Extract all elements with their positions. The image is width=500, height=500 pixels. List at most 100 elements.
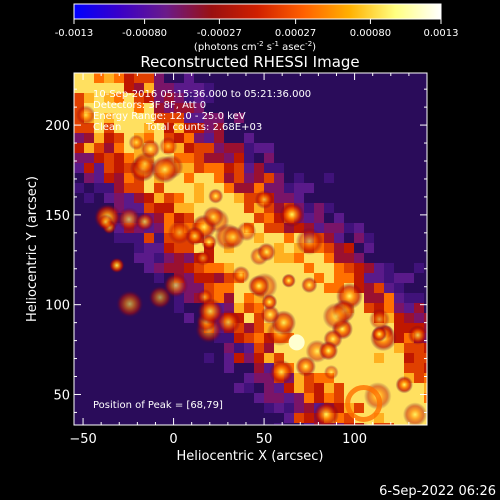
heatmap-cell [154, 353, 164, 363]
heatmap-cell [134, 113, 144, 123]
heatmap-cell [324, 93, 334, 103]
heatmap-cell [414, 83, 424, 93]
heatmap-cell [134, 313, 144, 323]
heatmap-cell [164, 353, 174, 363]
heatmap-cell [404, 263, 414, 273]
heatmap-cell [264, 393, 274, 403]
heatmap-ring [345, 384, 383, 422]
heatmap-cell [214, 163, 224, 173]
heatmap-cell [114, 273, 124, 283]
heatmap-cell [144, 303, 154, 313]
heatmap-cell [174, 193, 184, 203]
heatmap-source-blob [116, 290, 144, 318]
heatmap-cell [254, 403, 264, 413]
heatmap-cell [304, 373, 314, 383]
heatmap-cell [84, 83, 94, 93]
heatmap-cell [384, 93, 394, 103]
heatmap-cell [214, 253, 224, 263]
heatmap-cell [334, 133, 344, 143]
heatmap-cell [404, 323, 414, 333]
heatmap-cell [224, 293, 234, 303]
heatmap-cell [94, 363, 104, 373]
heatmap-cell [144, 133, 154, 143]
heatmap-cell [394, 113, 404, 123]
heatmap-cell [244, 333, 254, 343]
heatmap-cell [224, 393, 234, 403]
heatmap-cell [314, 383, 324, 393]
heatmap-cell [304, 303, 314, 313]
heatmap-cell [314, 123, 324, 133]
heatmap-cell [294, 183, 304, 193]
heatmap-cell [284, 103, 294, 113]
heatmap-cell [84, 293, 94, 303]
heatmap-cell [74, 223, 84, 233]
heatmap-cell [74, 123, 84, 133]
heatmap-cell [254, 313, 264, 323]
heatmap-cell [234, 373, 244, 383]
heatmap-cell [264, 73, 274, 83]
colorbar-tick-label: -0.0013 [55, 28, 94, 39]
heatmap-cell [74, 323, 84, 333]
heatmap-cell [364, 163, 374, 173]
heatmap-cell [334, 223, 344, 233]
heatmap-cell [234, 253, 244, 263]
heatmap-cell [414, 153, 424, 163]
heatmap-cell [394, 93, 404, 103]
heatmap-cell [104, 253, 114, 263]
heatmap-cell [354, 373, 364, 383]
heatmap-cell [134, 103, 144, 113]
heatmap-cell [174, 343, 184, 353]
heatmap-cell [94, 303, 104, 313]
heatmap-cell [164, 113, 174, 123]
heatmap-cell [284, 143, 294, 153]
heatmap-cell [364, 103, 374, 113]
heatmap-cell [394, 323, 404, 333]
heatmap-cell [414, 313, 424, 323]
heatmap-cell [384, 203, 394, 213]
heatmap-cell [244, 323, 254, 333]
heatmap-cell [254, 73, 264, 83]
heatmap-cell [214, 293, 224, 303]
heatmap-cell [354, 113, 364, 123]
heatmap-cell [254, 103, 264, 113]
heatmap-cell [134, 203, 144, 213]
heatmap-cell [424, 263, 427, 273]
heatmap-cell [284, 343, 294, 353]
heatmap-cell [404, 143, 414, 153]
heatmap-cell [154, 113, 164, 123]
heatmap-cell [74, 413, 84, 423]
heatmap-cell [394, 83, 404, 93]
heatmap-cell [284, 293, 294, 303]
heatmap-cell [194, 143, 204, 153]
annotation-detectors: Detectors: 3F 8F, Att 0 [93, 100, 206, 111]
heatmap-cell [374, 163, 384, 173]
heatmap-cell [104, 263, 114, 273]
heatmap-cell [344, 143, 354, 153]
heatmap-cell [364, 173, 374, 183]
x-tick-label: 100 [342, 432, 367, 447]
heatmap-cell [94, 173, 104, 183]
heatmap-cell [384, 283, 394, 293]
heatmap-cell [284, 233, 294, 243]
heatmap-cell [154, 93, 164, 103]
heatmap-cell [94, 183, 104, 193]
heatmap-cell [214, 123, 224, 133]
heatmap-cell [344, 213, 354, 223]
heatmap-cell [294, 193, 304, 203]
heatmap-cell [224, 193, 234, 203]
heatmap-cell [324, 73, 334, 83]
heatmap-cell [264, 363, 274, 373]
heatmap-cell [264, 213, 274, 223]
heatmap-cell [294, 413, 304, 423]
heatmap-cell [384, 353, 394, 363]
heatmap-cell [324, 293, 334, 303]
heatmap-cell [204, 283, 214, 293]
heatmap-cell [244, 183, 254, 193]
heatmap-cell [114, 113, 124, 123]
heatmap-cell [314, 133, 324, 143]
heatmap-cell [74, 363, 84, 373]
heatmap-cell [414, 253, 424, 263]
heatmap-cell [104, 383, 114, 393]
heatmap-cell [144, 283, 154, 293]
heatmap-cell [94, 373, 104, 383]
